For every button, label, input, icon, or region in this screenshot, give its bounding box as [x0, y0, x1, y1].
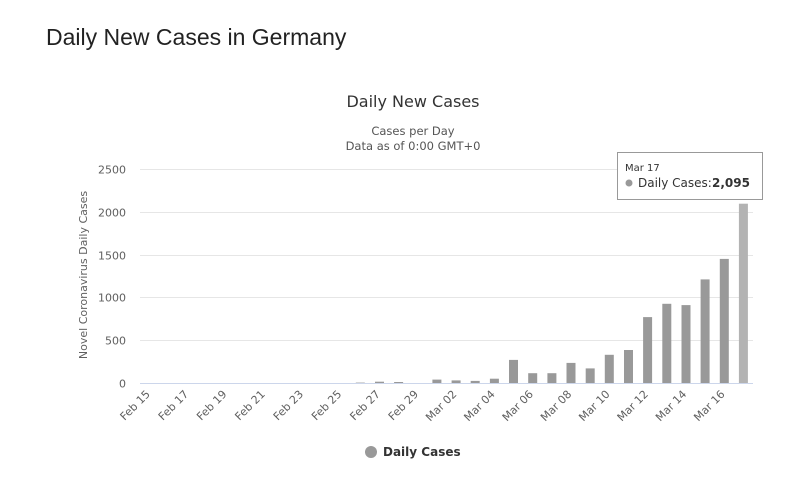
x-tick-label: Mar 12 — [615, 388, 651, 424]
x-tick-label: Feb 19 — [194, 388, 229, 423]
x-axis-ticks: Feb 15 Feb 17 Feb 19 Feb 21 Feb 23 Feb 25 Feb … — [118, 388, 728, 424]
bar[interactable] — [719, 258, 729, 383]
bar[interactable] — [432, 379, 442, 383]
bar[interactable] — [738, 203, 748, 383]
x-tick-label: Feb 15 — [118, 388, 153, 423]
tooltip-label: Daily Cases: — [638, 176, 712, 190]
tooltip-marker — [625, 179, 633, 187]
x-tick-label: Mar 02 — [423, 388, 459, 424]
y-tick-label: 1500 — [98, 250, 126, 263]
bar[interactable] — [451, 380, 461, 383]
legend-marker — [365, 446, 377, 458]
bar[interactable] — [585, 368, 595, 383]
x-tick-label: Mar 04 — [461, 388, 497, 424]
gridlines — [140, 169, 753, 384]
legend[interactable]: Daily Cases — [365, 445, 461, 459]
x-tick-label: Feb 29 — [386, 388, 421, 423]
y-tick-label: 2500 — [98, 164, 126, 177]
y-axis-label: Novel Coronavirus Daily Cases — [77, 191, 90, 359]
bar[interactable] — [681, 305, 691, 383]
bar[interactable] — [662, 303, 672, 383]
bar[interactable] — [700, 279, 710, 383]
y-tick-label: 0 — [119, 378, 126, 391]
legend-label: Daily Cases — [383, 445, 461, 459]
x-tick-label: Mar 16 — [691, 388, 727, 424]
page-title: Daily New Cases in Germany — [46, 24, 347, 50]
chart-title: Daily New Cases — [346, 92, 479, 111]
y-axis-ticks: 0 500 1000 1500 2000 2500 — [98, 164, 126, 391]
x-tick-label: Mar 06 — [500, 388, 536, 424]
bar[interactable] — [604, 354, 614, 383]
bar[interactable] — [643, 317, 653, 383]
y-tick-label: 1000 — [98, 292, 126, 305]
bar[interactable] — [528, 373, 538, 383]
tooltip-box — [617, 152, 763, 200]
x-tick-label: Mar 10 — [576, 388, 612, 424]
tooltip-value: 2,095 — [712, 176, 750, 190]
bar[interactable] — [489, 378, 499, 383]
bar[interactable] — [624, 350, 633, 383]
x-tick-label: Feb 25 — [309, 388, 344, 423]
tooltip-date: Mar 17 — [625, 163, 660, 174]
x-tick-label: Feb 27 — [347, 388, 382, 423]
tooltip: Mar 17 Daily Cases: 2,095 — [617, 152, 763, 200]
x-tick-label: Feb 17 — [156, 388, 191, 423]
bar[interactable] — [394, 382, 404, 383]
y-tick-label: 500 — [105, 335, 126, 348]
x-tick-label: Mar 08 — [538, 388, 574, 424]
bar[interactable] — [509, 359, 518, 383]
bar[interactable] — [547, 373, 557, 383]
x-tick-label: Mar 14 — [653, 388, 689, 424]
x-tick-label: Feb 21 — [232, 388, 267, 423]
bar[interactable] — [470, 380, 480, 383]
bars — [355, 203, 748, 383]
bar[interactable] — [566, 362, 576, 383]
y-tick-label: 2000 — [98, 207, 126, 220]
bar[interactable] — [375, 381, 384, 383]
x-tick-label: Feb 23 — [271, 388, 306, 423]
chart-subtitle-line2: Data as of 0:00 GMT+0 — [346, 139, 481, 153]
chart-subtitle-line1: Cases per Day — [371, 124, 454, 138]
